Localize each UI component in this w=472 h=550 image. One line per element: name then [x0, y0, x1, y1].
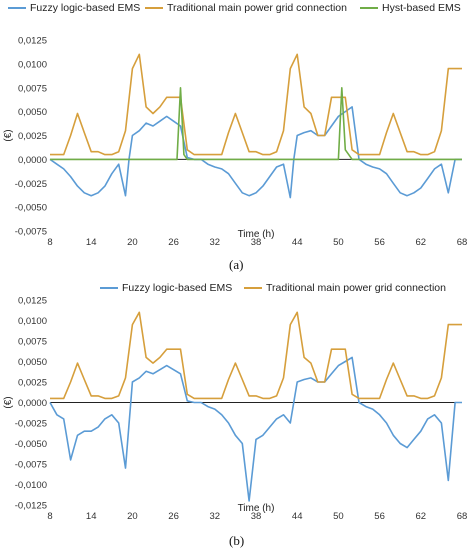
legend-swatch — [244, 287, 262, 289]
series-line-0 — [49, 356, 462, 502]
y-tick-label: -0,0050 — [15, 203, 47, 214]
legend-label: Traditional main power grid connection — [167, 2, 347, 14]
x-tick-label: 14 — [86, 511, 97, 522]
panel-label-a: (a) — [229, 257, 244, 272]
y-tick-label: -0,0125 — [15, 501, 47, 512]
panel-label-b: (b) — [229, 533, 245, 548]
y-axis-label: (€) — [3, 396, 14, 408]
x-tick-label: 68 — [457, 511, 468, 522]
legend-a-traditional: Traditional main power grid connection — [145, 2, 347, 14]
series-line-0 — [49, 106, 462, 199]
x-tick-label: 32 — [210, 511, 221, 522]
legend-label: Hyst-based EMS — [382, 2, 461, 14]
y-tick-label: 0,0050 — [18, 357, 47, 368]
y-tick-label: 0,0025 — [18, 378, 47, 389]
x-tick-label: 20 — [127, 511, 138, 522]
x-axis-label: Time (h) — [238, 229, 275, 240]
x-tick-label: 26 — [168, 511, 179, 522]
series-line-1 — [50, 53, 462, 156]
x-tick-label: 44 — [292, 511, 303, 522]
legend-swatch — [8, 7, 26, 9]
legend-a-hyst: Hyst-based EMS — [360, 2, 461, 14]
y-tick-label: 0,0100 — [18, 59, 47, 70]
x-tick-label: 14 — [86, 237, 97, 248]
x-tick-label: 62 — [416, 511, 427, 522]
series-line-1 — [50, 311, 462, 400]
y-tick-label: 0,0125 — [18, 296, 47, 307]
x-tick-label: 32 — [210, 237, 221, 248]
chart-panel-a: 0,0125 0,0100 0,0075 0,0050 0,0025 0,0000 -0,0… — [3, 36, 468, 249]
y-tick-label: -0,0075 — [15, 460, 47, 471]
x-tick-label: 68 — [457, 237, 468, 248]
y-tick-label: -0,0075 — [15, 227, 47, 238]
x-tick-label: 44 — [292, 237, 303, 248]
legend-label: Traditional main power grid connection — [266, 282, 446, 294]
legend-b-fuzzy: Fuzzy logic-based EMS — [100, 282, 232, 294]
chart-panel-b: 0,0125 0,0100 0,0075 0,0050 0,0025 0,0000 -0,0… — [3, 296, 468, 523]
y-tick-label: -0,0025 — [15, 419, 47, 430]
y-tick-label: -0,0025 — [15, 179, 47, 190]
y-tick-label: 0,0075 — [18, 83, 47, 94]
legend-swatch — [145, 7, 163, 9]
x-tick-label: 38 — [251, 511, 262, 522]
y-tick-label: 0,0125 — [18, 36, 47, 47]
legend-a-fuzzy: Fuzzy logic-based EMS — [8, 2, 140, 14]
legend-label: Fuzzy logic-based EMS — [122, 282, 233, 294]
x-axis-label: Time (h) — [238, 503, 275, 514]
y-tick-label: 0,0100 — [18, 316, 47, 327]
y-tick-label: 0,0000 — [18, 398, 47, 409]
series-line-2 — [50, 87, 462, 161]
y-tick-label: -0,0100 — [15, 480, 47, 491]
x-tick-label: 56 — [374, 237, 385, 248]
x-tick-label: 8 — [47, 237, 52, 248]
x-tick-label: 38 — [251, 237, 262, 248]
x-tick-label: 50 — [333, 237, 344, 248]
x-tick-label: 26 — [168, 237, 179, 248]
x-tick-label: 20 — [127, 237, 138, 248]
x-tick-label: 62 — [416, 237, 427, 248]
y-axis-label: (€) — [3, 129, 14, 141]
y-tick-label: 0,0025 — [18, 131, 47, 142]
y-tick-label: -0,0050 — [15, 439, 47, 450]
y-tick-label: 0,0000 — [18, 155, 47, 166]
x-tick-label: 50 — [333, 511, 344, 522]
legend-swatch — [360, 7, 378, 9]
x-tick-label: 8 — [47, 511, 52, 522]
legend-b-traditional: Traditional main power grid connection — [244, 282, 446, 294]
legend-label: Fuzzy logic-based EMS — [30, 2, 141, 14]
legend-swatch — [100, 287, 118, 289]
y-tick-label: 0,0050 — [18, 107, 47, 118]
x-tick-label: 56 — [374, 511, 385, 522]
y-tick-label: 0,0075 — [18, 337, 47, 348]
